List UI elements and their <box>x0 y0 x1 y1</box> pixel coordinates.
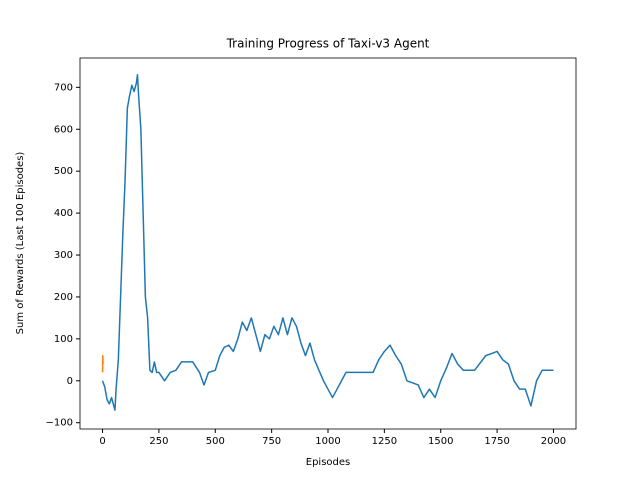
y-tick-label: 700 <box>54 82 73 93</box>
x-tick-label: 750 <box>262 436 281 447</box>
x-axis-label: Episodes <box>306 457 350 468</box>
x-tick-label: 250 <box>149 436 168 447</box>
y-tick-label: −100 <box>46 418 73 429</box>
x-tick-label: 500 <box>206 436 225 447</box>
x-tick-label: 1250 <box>372 436 397 447</box>
x-tick-label: 0 <box>99 436 105 447</box>
y-tick-label: 0 <box>67 376 73 387</box>
y-tick-label: 500 <box>54 166 73 177</box>
y-tick-label: 200 <box>54 292 73 303</box>
y-tick-label: 100 <box>54 334 73 345</box>
x-tick-label: 1500 <box>428 436 453 447</box>
y-tick-label: 600 <box>54 124 73 135</box>
y-tick-label: 300 <box>54 250 73 261</box>
x-tick-label: 2000 <box>541 436 566 447</box>
y-axis-label: Sum of Rewards (Last 100 Episodes) <box>15 152 26 335</box>
chart-title: Training Progress of Taxi-v3 Agent <box>226 37 430 51</box>
x-tick-label: 1000 <box>315 436 340 447</box>
x-tick-label: 1750 <box>484 436 509 447</box>
y-tick-label: 400 <box>54 208 73 219</box>
